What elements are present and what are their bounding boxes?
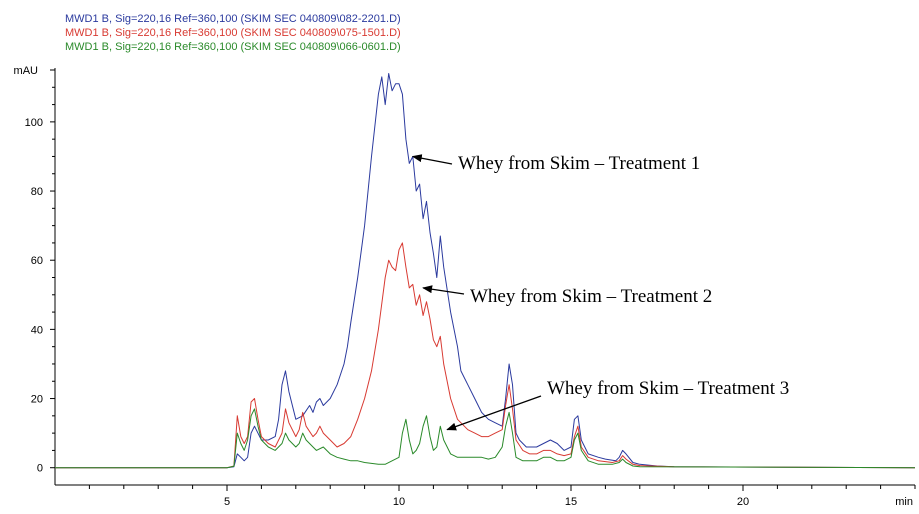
y-tick-label: 20 (31, 394, 43, 406)
legend: MWD1 B, Sig=220,16 Ref=360,100 (SKIM SEC… (65, 13, 401, 53)
annotation-label-3: Whey from Skim – Treatment 3 (547, 378, 789, 399)
series-line-1 (55, 73, 916, 469)
legend-entry-2: MWD1 B, Sig=220,16 Ref=360,100 (SKIM SEC… (65, 27, 401, 39)
series-line-2 (55, 242, 916, 469)
annotation-arrow-1 (411, 154, 453, 165)
y-tick-label: 40 (31, 324, 43, 336)
annotation-arrow-2 (422, 285, 465, 295)
legend-entry-3: MWD1 B, Sig=220,16 Ref=360,100 (SKIM SEC… (65, 41, 401, 53)
y-tick-label: 80 (31, 186, 43, 198)
annotation-layer: Whey from Skim – Treatment 1 Whey from Sk… (411, 153, 789, 431)
y-tick-label: 60 (31, 255, 43, 267)
x-tick-label: 10 (393, 496, 405, 508)
x-axis-unit-label: min (895, 496, 913, 508)
x-tick-label: 15 (565, 496, 577, 508)
x-tick-label: 20 (737, 496, 749, 508)
legend-entry-1: MWD1 B, Sig=220,16 Ref=360,100 (SKIM SEC… (65, 13, 401, 25)
series-line-3 (55, 408, 916, 469)
y-axis-label: mAU (14, 65, 39, 77)
annotation-label-1: Whey from Skim – Treatment 1 (458, 153, 700, 174)
y-tick-label: 100 (25, 117, 43, 129)
annotation-arrow-3 (446, 395, 542, 431)
axes: mAU 0 20 40 60 80 100 5 10 15 20 min (14, 65, 916, 508)
series-layer (55, 73, 916, 469)
y-tick-label: 0 (37, 463, 43, 475)
annotation-label-2: Whey from Skim – Treatment 2 (470, 286, 712, 307)
x-tick-label: 5 (224, 496, 230, 508)
